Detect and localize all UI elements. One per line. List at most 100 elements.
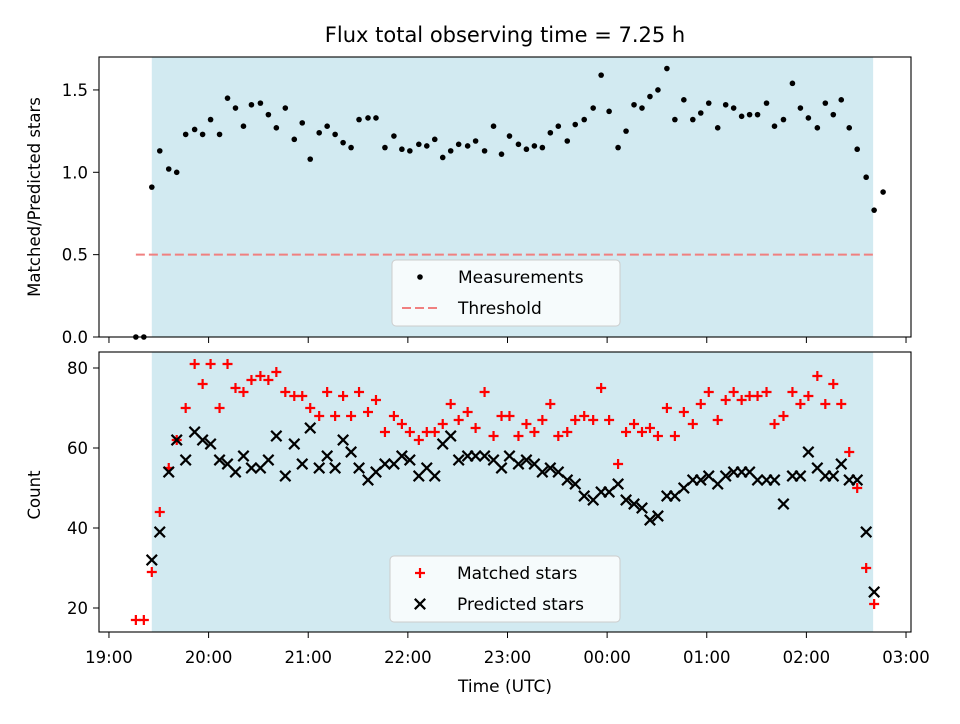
- matched-star-marker: [678, 407, 689, 417]
- predicted-star-marker: [651, 510, 664, 522]
- matched-star-marker: [537, 415, 548, 425]
- matched-star-marker: [553, 431, 564, 441]
- legend: Measurements Threshold: [391, 259, 621, 327]
- measurement-point: [639, 105, 645, 111]
- measurement-point: [523, 146, 530, 153]
- matched-star-marker: [761, 387, 772, 397]
- measurement-point: [498, 151, 505, 157]
- measurement-point: [738, 113, 745, 120]
- matched-star-marker: [138, 615, 149, 625]
- measurement-point: [307, 156, 314, 162]
- matched-star-marker: [712, 415, 723, 425]
- matched-star-marker: [314, 411, 325, 421]
- matched-star-marker: [588, 415, 599, 425]
- measurement-point: [606, 108, 612, 115]
- predicted-star-marker: [196, 434, 209, 446]
- y-tick-label: 0.5: [62, 246, 88, 265]
- legend-box: [389, 555, 621, 623]
- measurement-point: [655, 87, 661, 93]
- measurement-point: [539, 144, 546, 151]
- x-tick-label: 21:00: [284, 648, 332, 667]
- matched-star-marker: [629, 419, 640, 429]
- legend-threshold-label: Threshold: [457, 299, 542, 319]
- matched-star-marker: [189, 359, 200, 369]
- measurement-point: [391, 133, 397, 139]
- matched-star-marker: [703, 387, 714, 397]
- top-panel: 0.0 0.5 1.0 1.5 Measurements Threshold: [62, 56, 912, 347]
- measurement-point: [240, 123, 247, 129]
- measurement-point: [631, 101, 637, 108]
- measurement-point: [722, 101, 729, 108]
- predicted-star-marker: [237, 450, 250, 462]
- predicted-star-marker: [578, 490, 591, 502]
- matched-star-marker: [720, 395, 731, 405]
- measurement-point: [789, 80, 796, 87]
- matched-star-marker: [470, 423, 481, 433]
- matched-star-marker: [661, 403, 672, 413]
- matched-star-marker: [803, 391, 814, 401]
- y-tick-label: 1.5: [62, 81, 88, 100]
- predicted-star-marker: [279, 470, 292, 482]
- measurement-point: [282, 105, 289, 111]
- matched-star-marker: [604, 415, 615, 425]
- predicted-star-marker: [329, 462, 342, 474]
- matched-star-marker: [529, 427, 540, 437]
- measurement-point: [880, 189, 886, 195]
- x-tick-label: 20:00: [185, 648, 233, 667]
- y-tick-label: 60: [67, 439, 88, 458]
- measurement-point: [590, 105, 596, 111]
- measurement-point: [623, 128, 629, 134]
- predicted-star-marker: [827, 470, 840, 482]
- measurement-point: [407, 148, 413, 154]
- matched-star-marker: [861, 563, 872, 573]
- x-tick-label: 23:00: [484, 648, 532, 667]
- y-tick-label: 20: [67, 599, 88, 618]
- measurement-point: [830, 111, 837, 118]
- matched-star-marker: [154, 507, 165, 517]
- matched-star-marker: [644, 423, 655, 433]
- predicted-star-marker: [153, 526, 166, 538]
- x-tick-label: 00:00: [583, 648, 631, 667]
- measurement-point: [265, 111, 272, 118]
- measurement-point: [581, 116, 588, 123]
- matched-star-marker: [462, 407, 473, 417]
- matched-star-marker: [562, 427, 573, 437]
- matched-star-marker: [297, 391, 308, 401]
- measurement-point: [348, 144, 354, 151]
- measurement-point: [332, 131, 338, 138]
- legend: Matched stars Predicted stars: [389, 555, 621, 623]
- measurement-point: [547, 129, 554, 136]
- measurement-point: [814, 125, 821, 131]
- matched-star-marker: [322, 387, 333, 397]
- measurement-point: [232, 105, 239, 111]
- predicted-star-marker: [520, 454, 533, 466]
- predicted-star-marker: [313, 462, 326, 474]
- predicted-star-marker: [851, 474, 864, 486]
- matched-star-marker: [280, 387, 291, 397]
- bottom-y-axis-label: Count: [25, 470, 44, 520]
- matched-star-marker: [652, 431, 663, 441]
- measurement-point: [705, 100, 712, 106]
- measurement-point: [423, 143, 430, 149]
- measurement-point: [672, 116, 678, 123]
- measurement-point: [697, 110, 704, 116]
- measurement-point: [572, 121, 579, 128]
- matched-star-marker: [246, 375, 257, 385]
- measurement-point: [365, 115, 371, 121]
- predicted-star-marker: [694, 474, 707, 486]
- y-tick-label: 40: [67, 519, 88, 538]
- measurement-point: [838, 97, 845, 103]
- measurement-point: [506, 133, 513, 139]
- measurement-point: [555, 123, 562, 129]
- predicted-star-marker: [345, 446, 358, 458]
- matched-star-marker: [396, 419, 407, 429]
- measurement-point: [615, 144, 621, 151]
- matched-star-marker: [613, 459, 624, 469]
- predicted-star-marker: [777, 498, 790, 510]
- x-tick-label: 22:00: [384, 648, 432, 667]
- matched-star-marker: [687, 419, 698, 429]
- matched-star-marker: [736, 395, 747, 405]
- measurement-point: [257, 100, 264, 106]
- measurement-point: [291, 136, 298, 143]
